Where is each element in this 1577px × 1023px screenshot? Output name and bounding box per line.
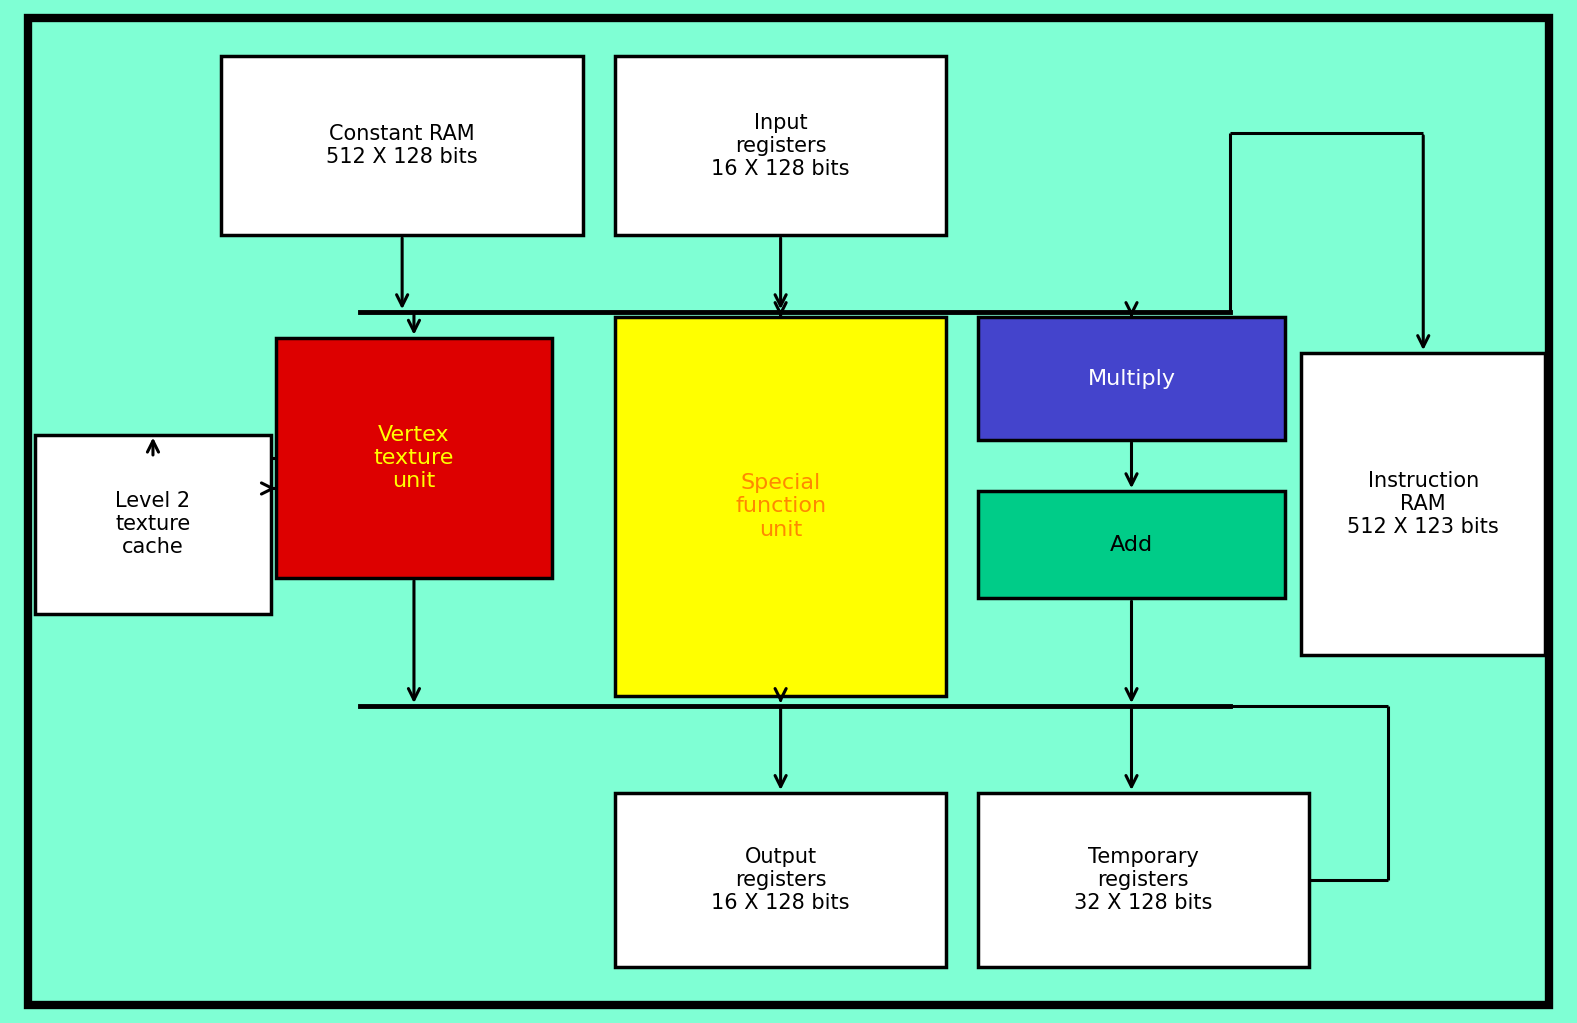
Bar bbox=[276, 338, 552, 578]
Text: Add: Add bbox=[1110, 535, 1153, 554]
Bar bbox=[978, 491, 1285, 598]
Bar bbox=[35, 435, 271, 614]
Bar bbox=[615, 56, 946, 235]
Bar bbox=[221, 56, 583, 235]
Bar bbox=[1301, 353, 1545, 655]
Text: Instruction
RAM
512 X 123 bits: Instruction RAM 512 X 123 bits bbox=[1347, 471, 1500, 537]
Text: Vertex
texture
unit: Vertex texture unit bbox=[374, 425, 454, 491]
Bar bbox=[615, 317, 946, 696]
Bar bbox=[978, 317, 1285, 440]
Text: Level 2
texture
cache: Level 2 texture cache bbox=[115, 491, 191, 558]
Text: Output
registers
16 X 128 bits: Output registers 16 X 128 bits bbox=[711, 847, 850, 913]
Text: Constant RAM
512 X 128 bits: Constant RAM 512 X 128 bits bbox=[326, 124, 478, 168]
Bar bbox=[978, 793, 1309, 967]
Text: Temporary
registers
32 X 128 bits: Temporary registers 32 X 128 bits bbox=[1074, 847, 1213, 913]
Text: Special
function
unit: Special function unit bbox=[735, 474, 826, 539]
Text: Input
registers
16 X 128 bits: Input registers 16 X 128 bits bbox=[711, 113, 850, 179]
Text: Multiply: Multiply bbox=[1088, 368, 1175, 389]
Bar bbox=[615, 793, 946, 967]
